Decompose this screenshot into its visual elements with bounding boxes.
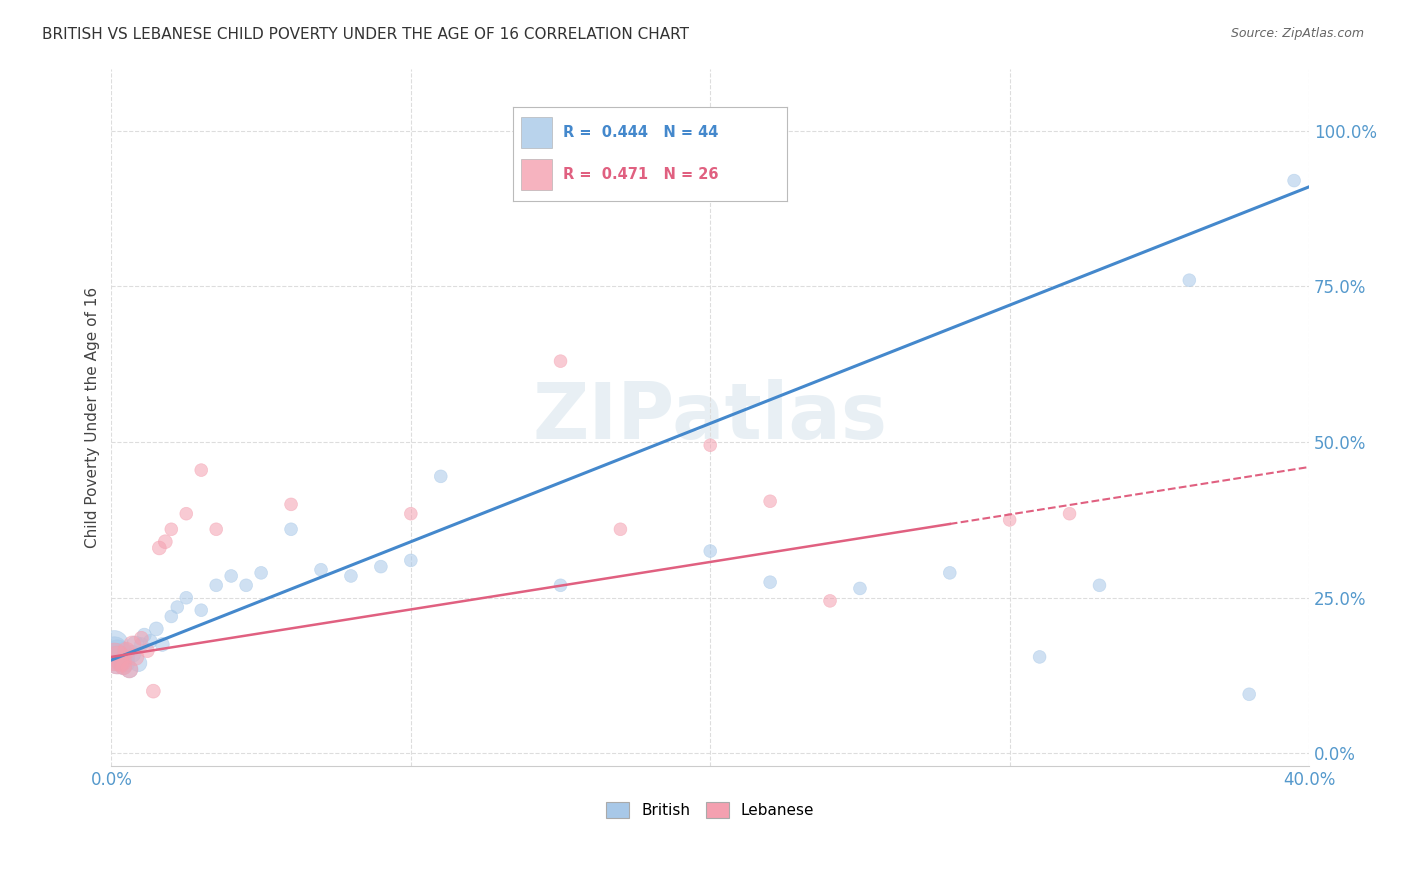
Point [131, 632, 153, 646]
Y-axis label: Child Poverty Under the Age of 16: Child Poverty Under the Age of 16 [86, 286, 100, 548]
Point [118, 662, 141, 676]
Point [124, 649, 146, 664]
Point [1237, 687, 1260, 701]
Point [939, 566, 962, 580]
Point [110, 656, 132, 670]
Point [205, 578, 228, 592]
Point [115, 643, 138, 657]
Point [112, 643, 135, 657]
Point [174, 507, 197, 521]
Point [103, 643, 125, 657]
Point [131, 637, 153, 651]
Point [166, 600, 188, 615]
Point [699, 438, 721, 452]
Point [112, 659, 135, 673]
Point [550, 578, 572, 592]
Point [1088, 578, 1111, 592]
Point [127, 656, 149, 670]
Point [105, 647, 128, 661]
Point [280, 522, 302, 536]
Point [148, 541, 170, 555]
Point [609, 522, 631, 536]
Point [115, 649, 138, 664]
Point [550, 354, 572, 368]
Text: ZIPatlas: ZIPatlas [533, 379, 887, 455]
Text: R =  0.471   N = 26: R = 0.471 N = 26 [562, 168, 718, 183]
Point [136, 643, 159, 657]
Point [121, 647, 143, 661]
Point [818, 594, 841, 608]
Point [699, 544, 721, 558]
Point [105, 653, 128, 667]
Point [340, 569, 363, 583]
Point [155, 534, 177, 549]
Text: Source: ZipAtlas.com: Source: ZipAtlas.com [1230, 27, 1364, 40]
Point [142, 684, 165, 698]
Point [399, 553, 422, 567]
Point [190, 603, 212, 617]
Point [118, 662, 141, 676]
Point [399, 507, 422, 521]
Point [160, 522, 183, 536]
Point [759, 494, 782, 508]
Point [1059, 507, 1081, 521]
Point [309, 563, 332, 577]
Point [121, 637, 143, 651]
Point [160, 609, 183, 624]
Point [280, 497, 302, 511]
Point [112, 659, 135, 673]
Point [115, 656, 138, 670]
Point [219, 569, 242, 583]
Point [998, 513, 1021, 527]
Bar [522, 118, 551, 148]
Point [190, 463, 212, 477]
Point [1028, 649, 1050, 664]
Point [110, 649, 132, 664]
Point [124, 637, 146, 651]
Point [235, 578, 257, 592]
Point [150, 637, 173, 651]
Point [1178, 273, 1201, 287]
Point [103, 637, 125, 651]
Point [145, 622, 167, 636]
Point [139, 634, 162, 648]
Point [849, 582, 872, 596]
Legend: British, Lebanese: British, Lebanese [600, 797, 820, 824]
Point [429, 469, 451, 483]
Bar [522, 160, 551, 190]
Point [759, 575, 782, 590]
Point [1282, 173, 1305, 187]
Point [370, 559, 392, 574]
Point [174, 591, 197, 605]
Point [103, 649, 125, 664]
Text: R =  0.444   N = 44: R = 0.444 N = 44 [562, 125, 718, 140]
Point [110, 656, 132, 670]
Point [250, 566, 273, 580]
Point [103, 649, 125, 664]
Point [105, 653, 128, 667]
Text: BRITISH VS LEBANESE CHILD POVERTY UNDER THE AGE OF 16 CORRELATION CHART: BRITISH VS LEBANESE CHILD POVERTY UNDER … [42, 27, 689, 42]
Point [205, 522, 228, 536]
Point [134, 628, 156, 642]
